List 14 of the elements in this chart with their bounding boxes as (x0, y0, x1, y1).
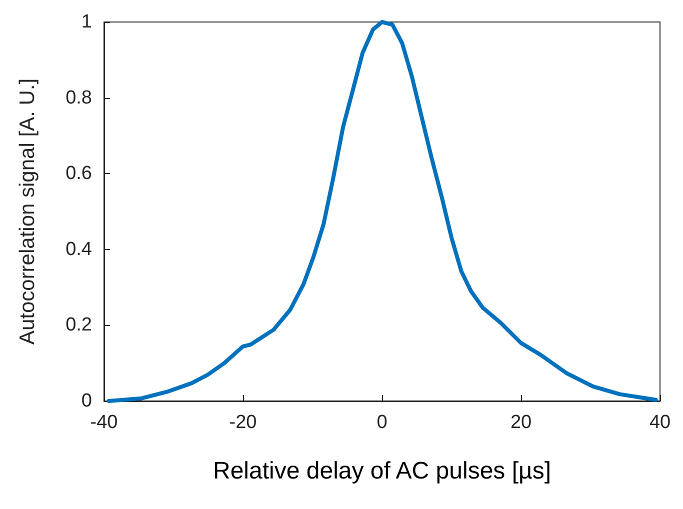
y-tick-label: 0.6 (66, 163, 92, 184)
x-tick-label: 20 (510, 412, 532, 433)
y-axis-title: Autocorrelation signal [A. U.] (16, 78, 39, 345)
x-tick-label: -40 (90, 412, 118, 433)
x-tick-label: -20 (229, 412, 257, 433)
y-tick-label: 0.4 (66, 238, 92, 260)
x-axis-title: Relative delay of AC pulses [µs] (213, 458, 551, 484)
y-tick-label: 1 (81, 12, 92, 32)
line-series (106, 20, 658, 403)
x-tick-label: 0 (376, 412, 388, 433)
x-tick-label: 40 (649, 412, 671, 433)
y-tick-label: 0 (81, 390, 92, 412)
y-tick-label: 0.8 (66, 87, 92, 108)
y-tick-label: 0.2 (66, 314, 92, 336)
